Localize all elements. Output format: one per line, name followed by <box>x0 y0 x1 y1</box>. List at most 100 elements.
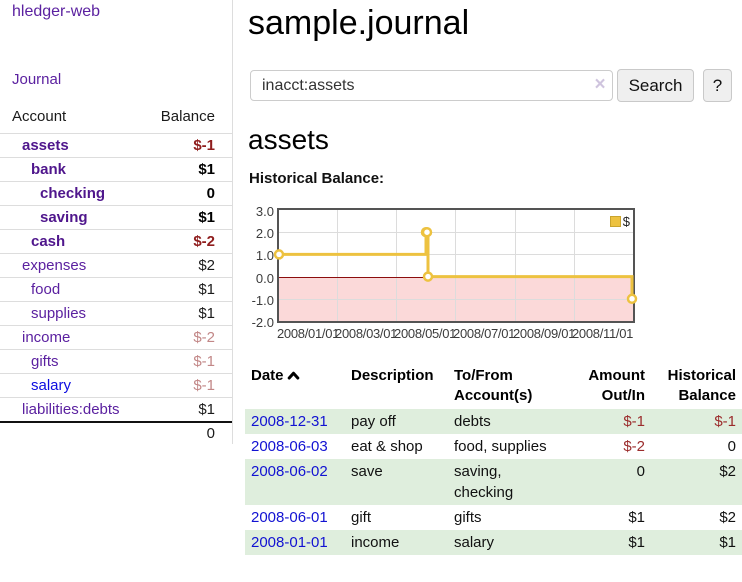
column-header-amount[interactable]: Amount Out/In <box>588 367 645 404</box>
register-header-row: Date Description To/From Account(s) Amou… <box>245 362 742 409</box>
account-balance: $-2 <box>193 329 215 346</box>
transaction-balance: $2 <box>719 463 736 480</box>
gridv <box>396 210 397 321</box>
transaction-accounts: food, supplies <box>454 438 547 455</box>
account-balance: $1 <box>198 281 215 298</box>
transaction-amount: $1 <box>628 509 645 526</box>
account-balance: $1 <box>198 161 215 178</box>
account-row-gifts: gifts $-1 <box>0 349 232 373</box>
help-button[interactable]: ? <box>703 69 732 102</box>
sidebar-item-journal[interactable]: Journal <box>12 71 62 88</box>
account-link-saving[interactable]: saving <box>40 209 88 226</box>
x-axis-tick-label: 2008/05/01 <box>394 326 457 341</box>
sidebar: hledger-web Journal Account Balance asse… <box>0 0 233 444</box>
account-balance: $1 <box>198 209 215 226</box>
account-link-liabilities-debts[interactable]: liabilities:debts <box>22 401 120 418</box>
account-row-saving: saving $1 <box>0 205 232 229</box>
account-row-assets: assets $-1 <box>0 133 232 157</box>
transaction-date-link[interactable]: 2008-06-03 <box>251 438 328 455</box>
transaction-balance: 0 <box>727 438 736 455</box>
account-link-assets[interactable]: assets <box>22 137 69 154</box>
column-header-description[interactable]: Description <box>351 367 434 384</box>
accounts-table-header: Account Balance <box>0 100 232 133</box>
account-link-income[interactable]: income <box>22 329 71 346</box>
x-axis-tick-label: 2008/07/01 <box>453 326 516 341</box>
accounts-total-row: 0 <box>0 421 232 444</box>
column-header-accounts[interactable]: To/From Account(s) <box>454 367 533 404</box>
y-axis-tick-label: 1.0 <box>255 248 274 264</box>
transaction-description: income <box>351 534 400 551</box>
register-row: 2008-06-03 eat & shop food, supplies $-2… <box>245 434 742 459</box>
chart-line-layer <box>273 226 638 305</box>
column-header-date[interactable]: Date <box>245 362 345 409</box>
account-link-bank[interactable]: bank <box>31 161 67 178</box>
brand-link[interactable]: hledger-web <box>12 3 101 20</box>
account-row-expenses: expenses $2 <box>0 253 232 277</box>
accounts-header-account: Account <box>12 108 67 125</box>
search-button[interactable]: Search <box>617 69 694 102</box>
transaction-amount: 0 <box>636 463 645 480</box>
transaction-date-link[interactable]: 2008-06-02 <box>251 463 328 480</box>
gridv <box>337 210 338 321</box>
transaction-date-link[interactable]: 2008-12-31 <box>251 413 328 430</box>
transaction-balance: $1 <box>719 534 736 551</box>
transaction-balance: $-1 <box>714 413 736 430</box>
account-link-expenses[interactable]: expenses <box>22 257 87 274</box>
transaction-date-link[interactable]: 2008-06-01 <box>251 509 328 526</box>
account-link-salary[interactable]: salary <box>31 377 72 394</box>
page-title: sample.journal <box>248 4 470 42</box>
chart-legend: $ <box>609 214 630 229</box>
transaction-description: eat & shop <box>351 438 423 455</box>
data-point-marker <box>273 249 285 260</box>
account-link-checking[interactable]: checking <box>40 185 106 202</box>
account-balance: $-1 <box>193 137 215 154</box>
register-row: 2008-06-02 save saving, checking 0 $2 <box>245 459 742 505</box>
account-heading: assets <box>248 124 329 155</box>
balance-chart: 3.0 2.0 1.0 0.0 -1.0 -2.0 2008/01/01 2008/03/01… <box>252 204 638 341</box>
accounts-table: Account Balance assets $-1 bank $1 check… <box>0 100 232 444</box>
account-row-liabilities-debts: liabilities:debts $1 <box>0 397 232 421</box>
legend-swatch-icon <box>609 216 621 227</box>
x-axis-tick-label: 2008/01/01 <box>277 326 340 341</box>
transaction-amount: $-1 <box>623 413 645 430</box>
search-input[interactable] <box>250 70 613 101</box>
transaction-balance: $2 <box>719 509 736 526</box>
clear-search-icon[interactable]: × <box>594 74 606 95</box>
account-row-salary: salary $-1 <box>0 373 232 397</box>
y-axis-tick-label: 2.0 <box>255 226 274 242</box>
column-header-balance[interactable]: Historical Balance <box>667 367 736 404</box>
account-balance: 0 <box>206 185 215 202</box>
account-link-cash[interactable]: cash <box>31 233 66 250</box>
gridh <box>279 299 633 300</box>
account-row-bank: bank $1 <box>0 157 232 181</box>
gridv <box>515 210 516 321</box>
accounts-total-value: 0 <box>206 425 215 442</box>
account-balance: $-1 <box>193 377 215 394</box>
accounts-header-balance: Balance <box>160 108 215 125</box>
gridh <box>279 232 633 233</box>
account-balance: $1 <box>198 401 215 418</box>
chart-title: Historical Balance: <box>249 170 385 187</box>
account-link-supplies[interactable]: supplies <box>31 305 87 322</box>
account-link-gifts[interactable]: gifts <box>31 353 59 370</box>
transaction-date-link[interactable]: 2008-01-01 <box>251 534 328 551</box>
account-row-cash: cash $-2 <box>0 229 232 253</box>
account-balance: $-2 <box>193 233 215 250</box>
data-point-marker <box>422 271 434 282</box>
gridh <box>279 254 633 255</box>
transaction-description: gift <box>351 509 372 526</box>
account-row-checking: checking 0 <box>0 181 232 205</box>
account-row-supplies: supplies $1 <box>0 301 232 325</box>
data-point-marker <box>421 226 433 238</box>
account-balance: $1 <box>198 305 215 322</box>
register-row: 2008-12-31 pay off debts $-1 $-1 <box>245 409 742 434</box>
x-axis-tick-label: 2008/11/01 <box>572 326 634 341</box>
account-row-income: income $-2 <box>0 325 232 349</box>
transaction-description: save <box>351 463 383 480</box>
account-balance: $2 <box>198 257 215 274</box>
transaction-description: pay off <box>351 413 396 430</box>
account-link-food[interactable]: food <box>31 281 61 298</box>
account-row-food: food $1 <box>0 277 232 301</box>
data-point-marker <box>626 293 638 305</box>
y-axis-tick-label: -1.0 <box>251 292 274 308</box>
